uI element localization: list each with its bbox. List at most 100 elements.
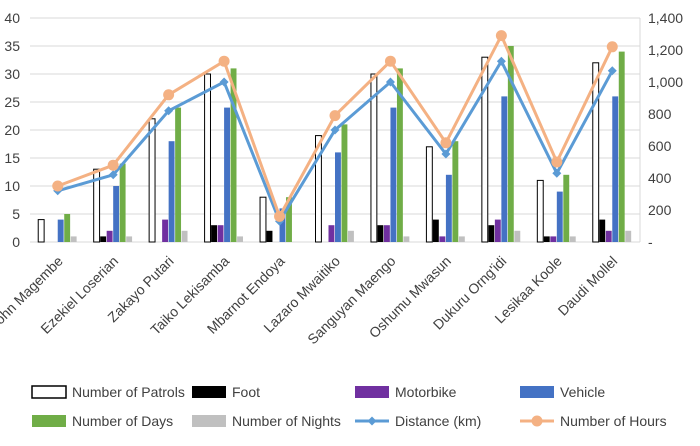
left-tick-label: 40 [4, 10, 20, 26]
bar-motorbike [605, 230, 612, 242]
bar-foot [432, 219, 439, 242]
bar-motorbike [106, 230, 113, 242]
bar-foot [266, 230, 273, 242]
bar-foot [211, 225, 217, 242]
left-tick-label: 5 [12, 206, 20, 222]
bar-number-of-days [286, 197, 292, 242]
bar-number-of-patrols [93, 168, 101, 243]
bar-number-of-nights [70, 236, 77, 242]
bar-foot [599, 219, 606, 242]
legend-label: Vehicle [560, 384, 605, 400]
right-tick-label: - [648, 234, 653, 250]
bar-vehicle [501, 96, 508, 243]
bar-number-of-days [618, 51, 625, 242]
bar-number-of-patrols [592, 62, 600, 243]
bar-number-of-patrols [481, 56, 489, 243]
legend-swatch [192, 386, 226, 398]
bar-vehicle [556, 191, 563, 242]
point-hours [329, 110, 341, 122]
bar-number-of-days [507, 46, 514, 242]
bar-vehicle [279, 208, 286, 242]
bar-number-of-nights [458, 236, 465, 242]
point-distance [552, 168, 562, 178]
bar-motorbike [162, 219, 169, 242]
bar-motorbike [550, 236, 557, 242]
bar-number-of-days [230, 68, 237, 243]
bar-motorbike [439, 236, 446, 242]
bar-number-of-days [341, 124, 348, 242]
point-distance [164, 106, 174, 116]
left-tick-label: 10 [4, 178, 20, 194]
bar-number-of-patrols [315, 135, 322, 243]
bar-number-of-days [175, 107, 182, 242]
point-distance [108, 170, 118, 180]
bar-number-of-nights [625, 230, 632, 242]
point-distance [496, 56, 506, 66]
right-tick-label: 600 [648, 138, 672, 154]
bar-foot [488, 225, 495, 242]
bar-foot [377, 225, 384, 242]
bar-motorbike [328, 225, 335, 242]
bar-number-of-nights [569, 236, 576, 242]
bar-vehicle [612, 96, 619, 243]
left-tick-label: 35 [4, 38, 20, 54]
bar-vehicle [335, 152, 341, 242]
legend-marker [367, 416, 377, 426]
point-hours [384, 55, 396, 67]
bar-vehicle [224, 107, 230, 242]
point-hours [52, 180, 64, 192]
line-series [52, 30, 618, 226]
bar-number-of-nights [237, 236, 243, 242]
legend-label: Number of Patrols [72, 384, 185, 400]
legend-label: Number of Hours [560, 413, 667, 429]
point-distance [607, 66, 617, 76]
bar-motorbike [217, 225, 224, 242]
bar-number-of-patrols [148, 118, 156, 243]
point-hours [274, 210, 286, 222]
bar-vehicle [57, 219, 64, 242]
left-tick-label: 0 [12, 234, 20, 250]
legend-swatch [520, 386, 554, 398]
bar-vehicle [168, 141, 175, 242]
legend-label: Foot [232, 384, 260, 400]
legend: Number of Patrols Foot Motorbike Vehicle Num… [31, 384, 667, 429]
right-tick-label: 400 [648, 170, 672, 186]
point-hours [107, 159, 119, 171]
bar-vehicle [113, 186, 120, 242]
legend-label: Number of Days [72, 413, 173, 429]
right-tick-label: 200 [648, 202, 672, 218]
point-distance [385, 77, 395, 87]
legend-swatch [32, 415, 66, 427]
legend-label: Motorbike [395, 384, 457, 400]
bar-series [37, 46, 632, 243]
bar-number-of-days [119, 163, 126, 242]
bar-number-of-patrols [259, 196, 267, 243]
bar-number-of-nights [348, 230, 354, 242]
right-tick-label: 800 [648, 106, 672, 122]
point-distance [219, 77, 229, 87]
point-distance [330, 125, 340, 135]
legend-swatch [192, 415, 226, 427]
bar-number-of-nights [403, 236, 410, 242]
bar-number-of-nights [514, 230, 521, 242]
bar-vehicle [445, 174, 452, 242]
bar-number-of-nights [181, 230, 188, 242]
left-tick-label: 15 [4, 150, 20, 166]
right-axis-ticks: - 200 400 600 800 1,000 1,200 1,400 [648, 10, 683, 250]
bar-number-of-patrols [37, 219, 45, 243]
right-tick-label: 1,400 [648, 10, 683, 26]
bar-number-of-days [396, 68, 403, 243]
bar-foot [543, 236, 550, 242]
bar-number-of-days [452, 141, 459, 242]
bar-number-of-nights [126, 236, 133, 242]
bar-number-of-days [563, 174, 570, 242]
left-tick-label: 25 [4, 94, 20, 110]
right-tick-label: 1,200 [648, 42, 683, 58]
right-tick-label: 1,000 [648, 74, 683, 90]
point-hours [495, 30, 507, 42]
left-axis-ticks: 0 5 10 15 20 25 30 35 40 [4, 10, 20, 250]
point-hours [606, 41, 618, 53]
point-hours [440, 137, 452, 149]
